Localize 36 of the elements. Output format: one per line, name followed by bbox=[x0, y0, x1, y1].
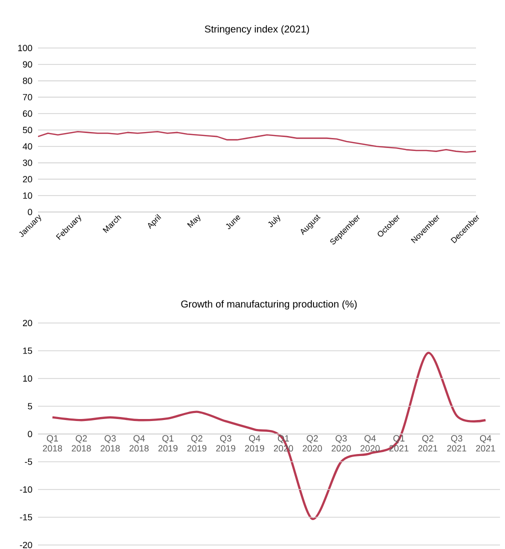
x-tick-label: Q3 2021 bbox=[447, 435, 466, 452]
x-tick-label: Q2 2021 bbox=[418, 435, 438, 452]
x-tick-label: Q2 2018 bbox=[72, 435, 91, 452]
y-tick-label: 20 bbox=[22, 320, 32, 326]
y-tick-label: 40 bbox=[22, 143, 32, 150]
y-tick-label: 20 bbox=[22, 176, 32, 182]
x-tick-label: Q2 2020 bbox=[302, 435, 322, 452]
x-tick-label: Q1 2018 bbox=[42, 435, 62, 452]
y-tick-label: 10 bbox=[23, 192, 32, 199]
y-tick-label: 5 bbox=[28, 403, 32, 410]
y-tick-label: 80 bbox=[22, 78, 32, 84]
y-tick-label: -10 bbox=[20, 486, 32, 493]
y-tick-label: 90 bbox=[22, 61, 32, 68]
y-tick-label: 100 bbox=[18, 44, 32, 52]
x-tick-label: Q3 2019 bbox=[216, 435, 236, 452]
x-tick-label: Q3 2018 bbox=[100, 435, 120, 452]
y-tick-label: 15 bbox=[23, 348, 32, 354]
y-tick-label: -5 bbox=[24, 458, 32, 465]
chart-title: Stringency index (2021) bbox=[204, 25, 309, 35]
x-tick-label: Q4 2020 bbox=[360, 435, 380, 452]
chart-title: Growth of manufacturing production (%) bbox=[181, 300, 357, 310]
x-tick-label: Q2 2019 bbox=[187, 435, 206, 452]
y-tick-label: 50 bbox=[22, 126, 32, 134]
y-tick-label: -15 bbox=[20, 514, 32, 520]
x-tick-label: Q1 2019 bbox=[158, 435, 178, 452]
y-tick-label: 30 bbox=[22, 160, 32, 166]
y-tick-label: 0 bbox=[28, 208, 32, 216]
y-tick-label: 70 bbox=[22, 94, 32, 100]
x-tick-label: Q3 2020 bbox=[332, 435, 351, 452]
x-tick-label: Q4 2019 bbox=[245, 435, 264, 452]
x-tick-label: Q4 2018 bbox=[130, 435, 149, 452]
y-tick-label: 10 bbox=[23, 375, 32, 382]
x-tick-label: Q4 2021 bbox=[476, 435, 496, 452]
y-tick-label: 60 bbox=[22, 110, 32, 117]
y-tick-label: -20 bbox=[20, 542, 32, 548]
y-tick-label: 0 bbox=[28, 430, 32, 438]
